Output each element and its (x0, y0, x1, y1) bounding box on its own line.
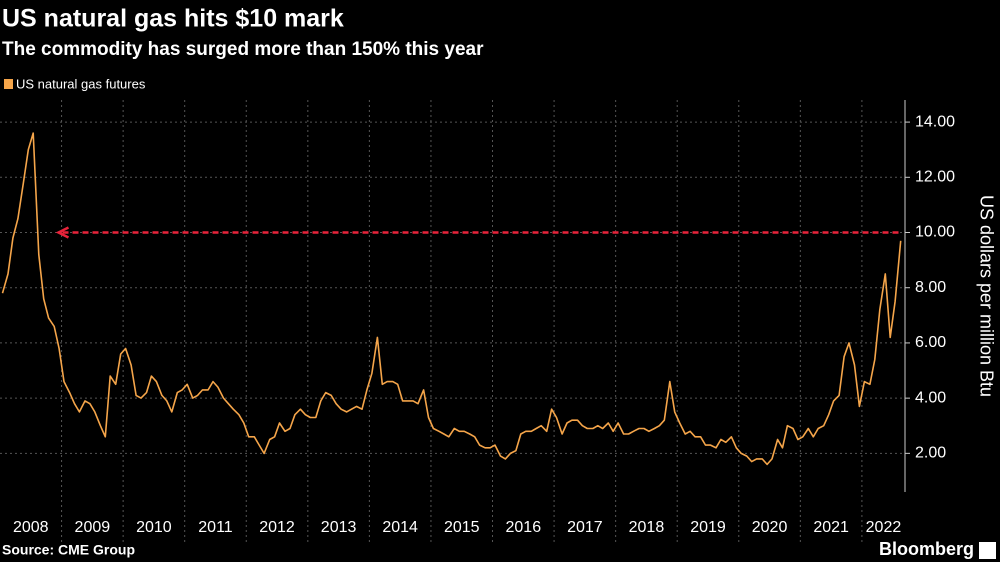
x-tick-label: 2015 (444, 519, 480, 536)
y-tick-label: 2.00 (915, 445, 946, 462)
reference-arrow (55, 226, 70, 239)
y-axis-label: US dollars per million Btu (976, 195, 996, 397)
x-tick-label: 2017 (567, 519, 603, 536)
x-tick-label: 2011 (198, 519, 233, 536)
x-tick-label: 2022 (866, 519, 902, 536)
y-tick-label: 12.00 (915, 169, 955, 186)
x-tick-label: 2009 (75, 519, 111, 536)
series-line (1, 132, 902, 466)
y-tick-label: 8.00 (915, 279, 946, 296)
x-tick-label: 2020 (752, 519, 788, 536)
chart-subtitle: The commodity has surged more than 150% … (2, 39, 484, 60)
source: Source: CME Group (2, 542, 135, 558)
x-tick-label: 2018 (629, 519, 665, 536)
x-tick-label: 2008 (13, 519, 49, 536)
legend-swatch (4, 79, 13, 89)
x-tick-label: 2013 (321, 519, 357, 536)
x-tick-label: 2019 (690, 519, 726, 536)
chart-title: US natural gas hits $10 mark (2, 5, 344, 33)
brand-icon (979, 542, 996, 559)
y-tick-label: 14.00 (915, 113, 955, 130)
y-tick-label: 10.00 (915, 224, 955, 241)
x-tick-label: 2021 (813, 519, 849, 536)
x-tick-label: 2016 (506, 519, 542, 536)
legend-label: US natural gas futures (16, 76, 146, 91)
y-tick-label: 4.00 (915, 389, 946, 406)
x-tick-label: 2014 (382, 519, 418, 536)
brand: Bloomberg (879, 539, 974, 559)
y-tick-label: 6.00 (915, 334, 946, 351)
x-tick-label: 2010 (136, 519, 172, 536)
x-tick-label: 2012 (259, 519, 295, 536)
